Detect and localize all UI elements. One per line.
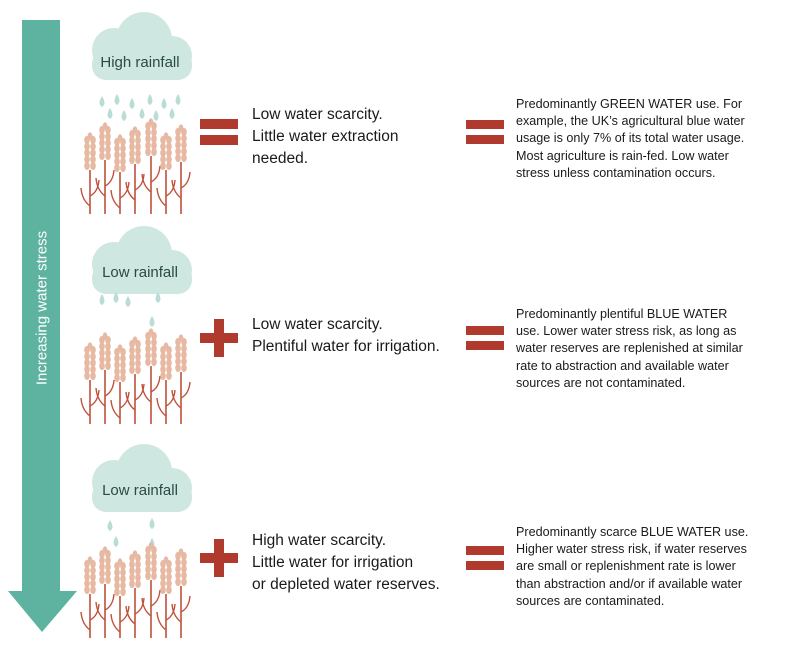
cloud-label: Low rainfall [102, 264, 178, 281]
equals-icon [466, 120, 504, 144]
description-line: stress unless contamination occurs. [516, 165, 716, 180]
water-use-description: Predominantly scarce BLUE WATER use. Hig… [516, 524, 788, 610]
description-line: Predominantly scarce BLUE WATER use. [516, 525, 749, 539]
wheat-crop-icon [80, 542, 191, 638]
description-line: example, the UK’s agricultural blue wate… [516, 114, 745, 129]
water-use-description: Predominantly plentiful BLUE WATER use. … [516, 306, 788, 392]
water-stress-arrow [8, 20, 77, 632]
statement-line: Low water scarcity. [252, 106, 383, 123]
water-use-description: Predominantly GREEN WATER use. For examp… [516, 96, 788, 182]
plus-icon [200, 539, 238, 577]
description-line: sources are not contaminated. [516, 375, 686, 390]
description-line: Predominantly plentiful BLUE WATER [516, 307, 728, 321]
scenario-row-2: Low rainfall Low water scarcity. Plentif… [0, 226, 800, 426]
statement-line: Low water scarcity. [252, 316, 383, 333]
scarcity-statement: High water scarcity. Little water for ir… [252, 530, 472, 596]
description-line: usage is only 7% of its total water usag… [516, 131, 745, 146]
statement-line: Plentiful water for irrigation. [252, 338, 440, 355]
heavy-rain-drops-icon [99, 94, 181, 121]
description-line: water reserves are replenished at simila… [516, 341, 743, 356]
cloud-label: Low rainfall [102, 482, 178, 499]
cloud-icon [92, 226, 192, 294]
cloud-icon [92, 12, 192, 80]
cloud-label: High rainfall [100, 54, 180, 71]
description-line: Most agriculture is rain-fed. Low water [516, 148, 729, 163]
description-line: than abstraction and/or if available wat… [516, 576, 743, 591]
description-line: sources are contaminated. [516, 593, 665, 608]
light-rain-drops-icon [107, 518, 155, 549]
cloud-icon [92, 444, 192, 512]
statement-line: Little water for irrigation [252, 554, 414, 571]
statement-line: High water scarcity. [252, 532, 387, 549]
scenario-row-3: Low rainfall High water scarcity. Little… [0, 444, 800, 644]
scarcity-statement: Low water scarcity. Little water extract… [252, 104, 472, 170]
description-line: are small or replenishment rate is lower [516, 559, 736, 574]
scenario-row-1: High rainfall Low water scarcity. Little… [0, 12, 800, 214]
equals-icon [466, 546, 504, 570]
plus-icon [200, 319, 238, 357]
description-line: Predominantly GREEN WATER use. For [516, 97, 743, 111]
equals-icon [466, 326, 504, 350]
statement-line: or depleted water reserves. [252, 576, 440, 593]
description-line: rate to abstraction and available water [516, 358, 729, 373]
equals-icon [200, 119, 238, 145]
statement-line: needed. [252, 150, 309, 167]
statement-line: Little water extraction [252, 128, 399, 145]
description-line: Higher water stress risk, if water reser… [516, 542, 747, 557]
wheat-crop-icon [80, 118, 191, 214]
wheat-crop-icon [80, 328, 191, 424]
light-rain-drops-icon [99, 292, 161, 327]
description-line: use. Lower water stress risk, as long as [516, 324, 737, 339]
scarcity-statement: Low water scarcity. Plentiful water for … [252, 314, 472, 358]
